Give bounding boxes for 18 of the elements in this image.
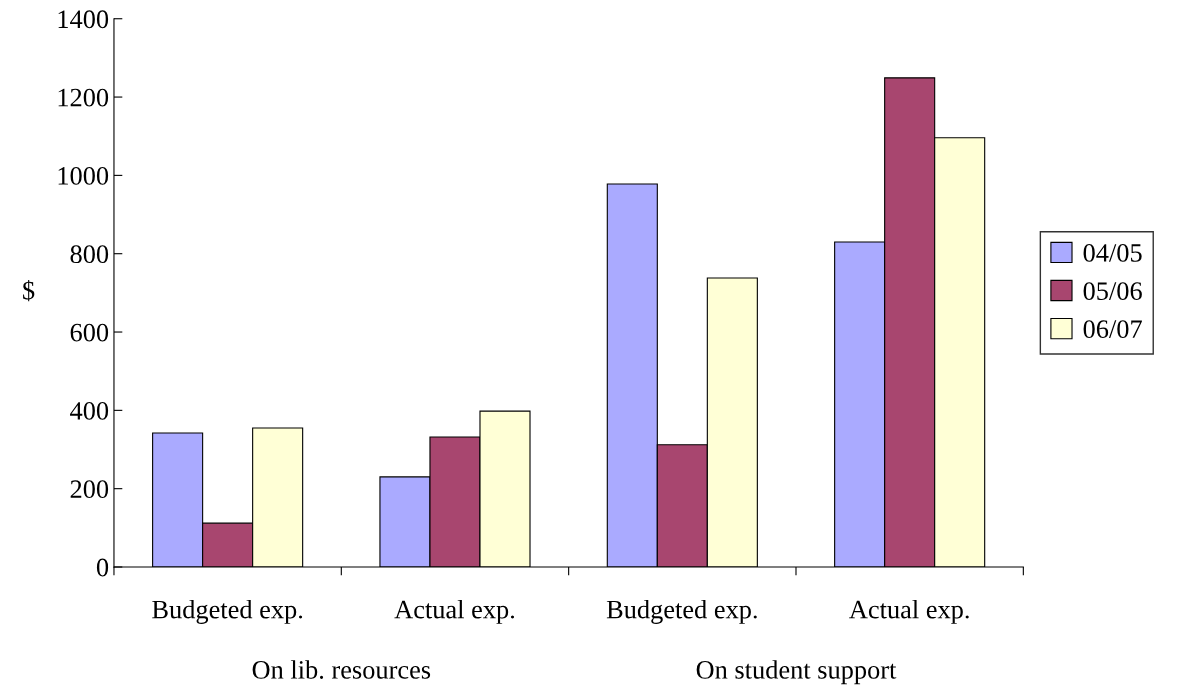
text: On lib. resources	[252, 660, 431, 679]
y-tick-label: 400	[70, 401, 109, 420]
y-tick-label: 600	[70, 323, 109, 342]
x-tick-label: Actual exp.	[849, 599, 969, 624]
y-tick-label: 1200	[58, 88, 109, 107]
y-axis-title: $	[23, 280, 35, 302]
x-tick-label: Budgeted exp.	[152, 599, 303, 624]
legend-label: 05/06	[1083, 282, 1142, 300]
y-tick-label: 0	[96, 558, 109, 577]
y-tick-label: 1400	[58, 10, 109, 29]
text: On student support	[696, 660, 897, 685]
x-tick-label: Actual exp.	[394, 599, 515, 624]
legend-label: 04/05	[1083, 244, 1142, 262]
legend-label: 06/07	[1083, 320, 1142, 339]
y-tick-label: 200	[70, 480, 109, 499]
x-tick-label: Budgeted exp.	[606, 599, 757, 624]
y-tick-label: 800	[70, 245, 109, 264]
y-tick-label: 1000	[58, 166, 109, 185]
